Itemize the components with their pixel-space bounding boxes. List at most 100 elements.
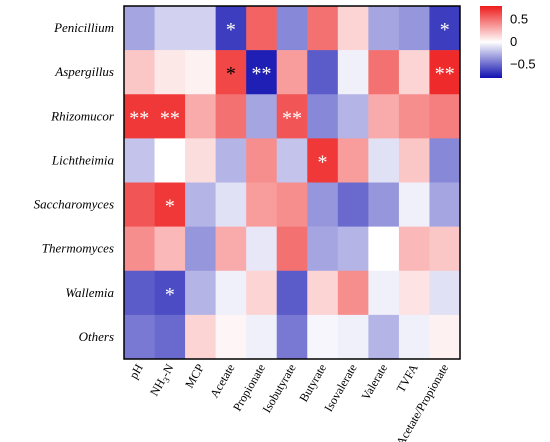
column-label: Butyrate [296, 362, 329, 405]
row-label: Rhizomucor [50, 108, 115, 123]
heatmap-cell [307, 226, 339, 272]
heatmap-cell [429, 50, 461, 95]
heatmap-cell [215, 138, 247, 183]
heatmap-cell [429, 182, 461, 227]
heatmap-cell [368, 314, 400, 360]
colorbar: 0.5 0 −0.5 [480, 6, 536, 78]
row-label: Aspergillus [54, 64, 114, 79]
significance-mark: * [165, 284, 175, 306]
heatmap-cell [398, 270, 430, 316]
significance-mark: * [165, 196, 175, 218]
heatmap-cell [337, 314, 369, 360]
heatmap-cell [154, 50, 186, 95]
heatmap-cell [429, 270, 461, 316]
heatmap-cell [246, 226, 278, 272]
row-label: Thermomyces [42, 241, 114, 256]
row-label: Lichtheimia [51, 152, 115, 167]
heatmap-cell [307, 6, 339, 51]
heatmap-cell [276, 94, 308, 139]
heatmap-cell [276, 314, 308, 360]
heatmap-cell [154, 138, 186, 183]
significance-mark: ** [129, 107, 149, 129]
heatmap-cell [337, 270, 369, 316]
heatmap-cell [246, 50, 278, 95]
heatmap-cell [337, 94, 369, 139]
heatmap-cell [398, 314, 430, 360]
row-label: Wallemia [65, 285, 114, 300]
heatmap-cell [398, 226, 430, 272]
significance-mark: * [226, 63, 236, 85]
significance-mark: ** [251, 63, 271, 85]
heatmap-cell [307, 94, 339, 139]
row-label: Others [79, 329, 114, 344]
heatmap-cell [276, 226, 308, 272]
heatmap-cell [124, 182, 155, 227]
heatmap-cell [337, 50, 369, 95]
heatmap-cell [337, 6, 369, 51]
heatmap-cell [154, 182, 186, 227]
row-labels: Penicillium Aspergillus Rhizomucor Lichthei… [34, 20, 115, 344]
significance-mark: ** [282, 107, 302, 129]
heatmap-cell [124, 94, 155, 139]
significance-mark: * [440, 19, 450, 41]
heatmap-cell [246, 6, 278, 51]
column-label: pH [126, 361, 146, 381]
heatmap-cell [276, 182, 308, 227]
heatmap-cell [276, 270, 308, 316]
heatmap-cell [154, 94, 186, 139]
heatmap-cell [215, 270, 247, 316]
heatmap-cell [124, 50, 155, 95]
heatmap-cell [398, 6, 430, 51]
heatmap-cell [429, 94, 461, 139]
column-label: Acetate [207, 362, 237, 401]
heatmap-cell [307, 138, 339, 183]
significance-marks: * ** ** **** ** ***** [129, 19, 454, 306]
heatmap-cell [307, 314, 339, 360]
row-label: Saccharomyces [34, 197, 114, 212]
row-label: Penicillium [53, 20, 114, 35]
heatmap-cell [185, 314, 216, 360]
heatmap-cell [215, 182, 247, 227]
heatmap-cell [398, 94, 430, 139]
heatmap-cells [124, 6, 461, 360]
heatmap-cell [185, 50, 216, 95]
colorbar-gradient [480, 6, 502, 78]
significance-mark: * [318, 151, 328, 173]
heatmap-cell [124, 6, 155, 51]
heatmap-cell [154, 6, 186, 51]
heatmap-cell [185, 270, 216, 316]
heatmap-cell [154, 270, 186, 316]
heatmap-cell [398, 182, 430, 227]
heatmap-cell [337, 182, 369, 227]
heatmap-cell [276, 6, 308, 51]
heatmap-cell [307, 270, 339, 316]
heatmap-cell [215, 314, 247, 360]
heatmap-cell [185, 94, 216, 139]
heatmap-cell [246, 182, 278, 227]
heatmap-cell [215, 6, 247, 51]
heatmap-cell [215, 94, 247, 139]
heatmap-cell [185, 226, 216, 272]
heatmap-cell [429, 6, 461, 51]
heatmap-cell [124, 270, 155, 316]
heatmap-cell [124, 226, 155, 272]
heatmap-cell [307, 50, 339, 95]
heatmap-cell [368, 50, 400, 95]
column-label: TVFA [393, 361, 421, 395]
heatmap-cell [154, 226, 186, 272]
significance-mark: ** [435, 63, 455, 85]
heatmap-cell [398, 50, 430, 95]
heatmap-cell [215, 226, 247, 272]
heatmap-cell [429, 138, 461, 183]
heatmap-cell [185, 182, 216, 227]
heatmap-frame [123, 5, 461, 360]
colorbar-tick-label: −0.5 [510, 57, 536, 72]
heatmap-cell [368, 182, 400, 227]
heatmap-cell [337, 226, 369, 272]
column-label: NH3-N [147, 361, 178, 399]
heatmap-cell [307, 182, 339, 227]
significance-mark: ** [160, 107, 180, 129]
